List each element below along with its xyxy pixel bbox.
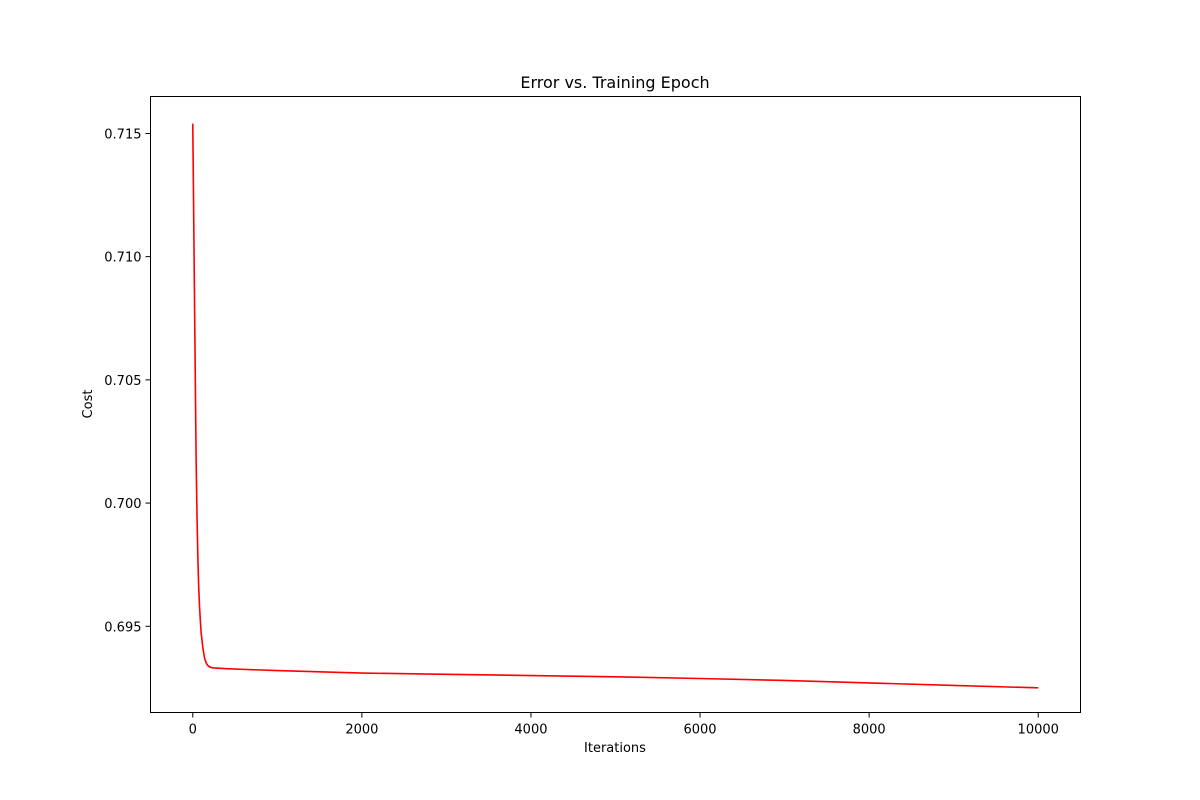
plot-frame — [150, 96, 1081, 713]
x-axis-label: Iterations — [584, 741, 646, 756]
x-tick-label: 6000 — [683, 723, 716, 738]
y-axis-label: Cost — [81, 390, 96, 419]
x-tick-label: 4000 — [514, 723, 547, 738]
chart-title: Error vs. Training Epoch — [520, 73, 709, 92]
x-tick-label: 2000 — [345, 723, 378, 738]
y-axis: 0.695 0.700 0.705 0.710 0.715 — [104, 127, 151, 635]
y-tick-label: 0.710 — [104, 251, 141, 266]
x-tick-label: 10000 — [1018, 723, 1059, 738]
cost-series-line — [191, 123, 1039, 689]
y-tick-label: 0.705 — [104, 374, 141, 389]
x-tick-label: 0 — [189, 723, 197, 738]
x-tick-label: 8000 — [853, 723, 886, 738]
y-tick-label: 0.700 — [104, 497, 141, 512]
y-tick-label: 0.695 — [104, 620, 141, 635]
y-tick-label: 0.715 — [104, 127, 141, 142]
x-axis: 0 2000 4000 6000 8000 10000 — [189, 712, 1059, 738]
